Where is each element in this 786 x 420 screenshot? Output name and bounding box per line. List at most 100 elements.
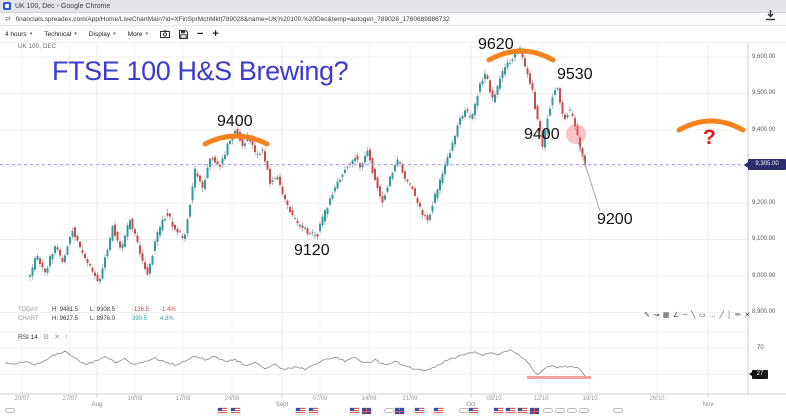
event-pill-icon[interactable] <box>579 408 589 413</box>
date-axis-label: 17/08 <box>175 396 191 402</box>
rsi-close-icon[interactable]: ✕ <box>54 334 61 341</box>
uk-flag-event-icon[interactable] <box>362 408 371 414</box>
zoom-in-icon[interactable]: + <box>212 28 219 40</box>
zoom-out-icon[interactable]: − <box>196 28 204 40</box>
date-axis-label: 14/09 <box>361 396 377 402</box>
legend-today-pct: -1.4% <box>160 307 176 313</box>
price-axis-label: 9,600.00 <box>752 53 776 60</box>
month-axis-label: Aug <box>91 402 103 408</box>
angle-lines-icon[interactable]: ∠ <box>672 312 680 319</box>
annotation-head-label[interactable]: 9620 <box>478 36 514 53</box>
us-flag-event-icon[interactable] <box>296 408 305 414</box>
legend-chart-low: L: 8976.0 <box>90 316 116 322</box>
annotation-title[interactable]: FTSE 100 H&S Brewing? <box>52 56 349 86</box>
us-flag-event-icon[interactable] <box>218 408 227 414</box>
event-pill-icon[interactable] <box>5 408 15 413</box>
url-text[interactable]: financials.spreadex.com/App/Home/LiveCha… <box>15 15 450 23</box>
display-menu[interactable]: Display <box>89 31 116 38</box>
pointer-icon[interactable]: ✎ <box>644 312 650 319</box>
event-pill-icon[interactable] <box>567 408 577 413</box>
price-axis-label: 9,000.00 <box>752 272 776 279</box>
us-flag-event-icon[interactable] <box>469 408 478 414</box>
date-axis-label: 24/08 <box>224 396 240 402</box>
annotation-left-shoulder-label[interactable]: 9400 <box>217 113 253 130</box>
page-icon: ⇄ <box>5 16 11 23</box>
chart-toolbar: 4 hours Technical Display More − + <box>0 26 786 43</box>
legend-today-high: H: 9481.5 <box>52 307 79 313</box>
trend-line-icon[interactable]: ╲ <box>691 312 696 319</box>
uk-flag-event-icon[interactable] <box>530 408 539 414</box>
elbow-line-icon[interactable]: ↝ <box>653 312 660 319</box>
rsi-overbought-label: 70 <box>757 345 764 351</box>
ray-icon[interactable]: ╱ <box>719 312 724 319</box>
site-favicon-icon <box>3 2 11 10</box>
us-flag-event-icon[interactable] <box>494 408 503 414</box>
window-title: UK 100, Dec - Google Chrome <box>15 2 111 10</box>
rsi-current-value-badge: 27 <box>749 370 768 379</box>
date-axis-label: 07/09 <box>312 396 328 402</box>
legend-chart-change: 390.5 <box>132 316 148 322</box>
uk-flag-event-icon[interactable] <box>395 408 404 414</box>
legend-today-label: TODAY <box>18 307 39 313</box>
us-flag-event-icon[interactable] <box>231 408 240 414</box>
event-pill-icon[interactable] <box>384 408 394 413</box>
date-axis-label: 19/10 <box>582 396 598 402</box>
drawing-toolbar: ✎ ↝ ▦ ∠ ─ ╲ ▭… ╱ │ ✏ ✕ <box>644 311 751 320</box>
chart-legend: TODAY H: 9481.5 L: 9308.5 -136.5 -1.4% CHART… <box>18 306 176 324</box>
window-titlebar[interactable]: UK 100, Dec - Google Chrome <box>0 0 786 13</box>
date-axis-label: 05/10 <box>486 396 502 402</box>
annotation-right-peak-label[interactable]: 9530 <box>557 66 593 83</box>
date-axis-label: 10/08 <box>127 396 143 402</box>
price-axis-label: 9,500.00 <box>752 90 776 96</box>
us-flag-event-icon[interactable] <box>415 408 424 414</box>
date-axis-label: 21/09 <box>402 396 418 402</box>
timeframe-menu[interactable]: 4 hours <box>5 31 32 38</box>
divider-icon: │ <box>727 311 732 319</box>
price-axis-label: 9,200.00 <box>752 199 776 206</box>
more-menu[interactable]: More <box>128 31 148 38</box>
legend-chart-label: CHART <box>18 316 39 322</box>
month-axis-label: Sept <box>275 402 289 408</box>
us-flag-event-icon[interactable] <box>309 408 318 414</box>
annotation-left-trough-label[interactable]: 9120 <box>294 242 330 259</box>
us-flag-event-icon[interactable] <box>506 408 515 414</box>
legend-today-row: TODAY H: 9481.5 L: 9308.5 -136.5 -1.4% <box>18 306 176 315</box>
annotation-question-mark[interactable]: ? <box>703 126 716 149</box>
event-pill-icon[interactable] <box>459 408 469 413</box>
economic-events-row <box>0 408 786 416</box>
legend-chart-row: CHART H: 9627.5 L: 8976.0 390.5 4.3% <box>18 315 176 324</box>
legend-chart-pct: 4.3% <box>160 316 174 322</box>
us-flag-event-icon[interactable] <box>434 408 443 414</box>
legend-today-change: -136.5 <box>132 307 150 313</box>
event-pill-icon[interactable] <box>543 408 553 413</box>
event-pill-icon[interactable] <box>555 408 565 413</box>
technical-menu[interactable]: Technical <box>44 31 77 38</box>
event-pill-icon[interactable] <box>613 408 623 413</box>
rsi-indicator-header: RSI 14 ⚙ ✕ ↑ <box>18 333 69 342</box>
date-axis-label: 27/07 <box>62 396 78 402</box>
download-icon[interactable] <box>764 9 777 22</box>
price-axis-label: 9,400.00 <box>752 126 776 133</box>
rsi-label: RSI 14 <box>18 333 38 341</box>
horizontal-line-icon[interactable]: ─ <box>682 311 688 319</box>
snapshot-icon[interactable] <box>159 30 170 38</box>
date-axis-label: 20/07 <box>14 396 30 402</box>
ellipsis-icon[interactable]: … <box>708 311 716 319</box>
us-flag-event-icon[interactable] <box>518 408 527 414</box>
us-flag-event-icon[interactable] <box>350 408 359 414</box>
rectangle-icon[interactable]: ▭ <box>698 312 706 319</box>
save-icon[interactable] <box>178 29 188 39</box>
annotation-neckline-label[interactable]: 9400 <box>524 126 560 143</box>
price-axis-label: 9,100.00 <box>752 236 776 242</box>
month-axis-label: Nov <box>702 402 714 408</box>
rsi-settings-gear-icon[interactable]: ⚙ <box>42 334 50 341</box>
grid-icon[interactable]: ▦ <box>662 312 670 319</box>
pencil-icon[interactable]: ✏ <box>735 312 741 319</box>
annotation-target-label[interactable]: 9200 <box>597 211 633 228</box>
url-bar[interactable]: ⇄ financials.spreadex.com/App/Home/LiveC… <box>0 13 786 26</box>
close-icon[interactable]: ✕ <box>744 312 751 319</box>
legend-today-low: L: 9308.5 <box>90 307 116 313</box>
rsi-move-up-icon[interactable]: ↑ <box>65 333 69 341</box>
